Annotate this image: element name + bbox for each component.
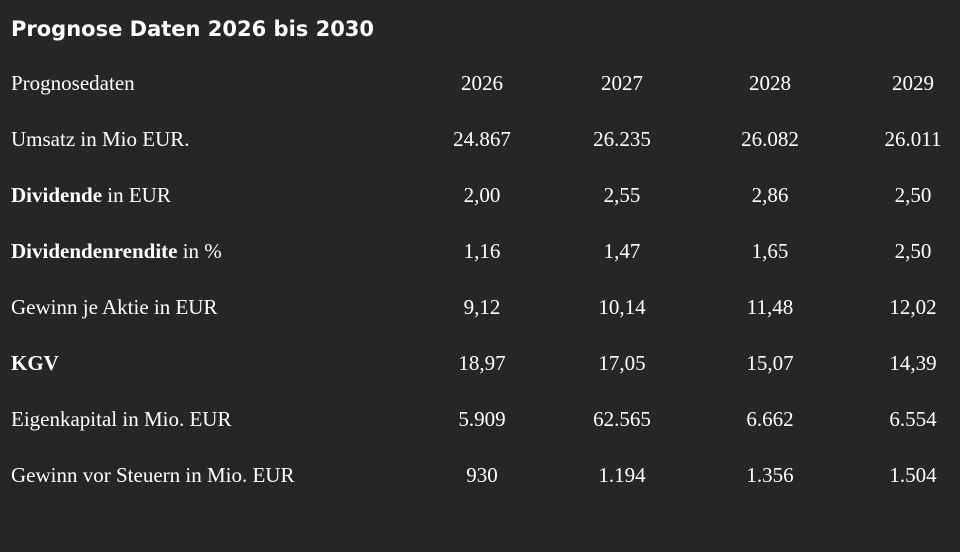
table-cell: 11,48 bbox=[746, 295, 794, 319]
table-cell: 18,97 bbox=[458, 351, 506, 375]
page-title: Prognose Daten 2026 bis 2030 bbox=[11, 17, 375, 41]
table-cell: 24.867 bbox=[453, 127, 511, 151]
row-label-bold: Dividendenrendite bbox=[11, 239, 178, 263]
table-cell: 15,07 bbox=[746, 351, 794, 375]
row-label: Gewinn je Aktie in EUR bbox=[11, 279, 217, 335]
table-cell: 10,14 bbox=[598, 295, 646, 319]
row-label: Dividende in EUR bbox=[11, 167, 171, 223]
table-row-kgv: KGV 18,97 17,05 15,07 14,39 bbox=[0, 335, 960, 391]
table-cell: 930 bbox=[466, 463, 498, 487]
table-cell: 12,02 bbox=[889, 295, 937, 319]
table-cell: 6.662 bbox=[746, 407, 794, 431]
row-label: Eigenkapital in Mio. EUR bbox=[11, 391, 231, 447]
table-row-gewinn-je-aktie: Gewinn je Aktie in EUR 9,12 10,14 11,48 … bbox=[0, 279, 960, 335]
table-cell: 17,05 bbox=[598, 351, 646, 375]
row-label-bold: KGV bbox=[11, 351, 59, 375]
table-row-dividendenrendite: Dividendenrendite in % 1,16 1,47 1,65 2,… bbox=[0, 223, 960, 279]
table-cell: 2,50 bbox=[894, 183, 932, 207]
table-cell: 2,86 bbox=[751, 183, 789, 207]
table-row-umsatz: Umsatz in Mio EUR. 24.867 26.235 26.082 … bbox=[0, 111, 960, 167]
header-year: 2028 bbox=[749, 71, 791, 95]
header-label: Prognosedaten bbox=[11, 71, 135, 95]
row-label: Dividendenrendite in % bbox=[11, 223, 222, 279]
row-label: Gewinn vor Steuern in Mio. EUR bbox=[11, 447, 294, 503]
header-year: 2029 bbox=[892, 71, 934, 95]
table-cell: 62.565 bbox=[593, 407, 651, 431]
table-header-row: Prognosedaten 2026 2027 2028 2029 bbox=[0, 55, 960, 111]
table-cell: 1,47 bbox=[603, 239, 641, 263]
row-label-text: Gewinn je Aktie in EUR bbox=[11, 295, 218, 319]
table-cell: 9,12 bbox=[463, 295, 501, 319]
row-label-text: in % bbox=[177, 239, 222, 263]
table-cell: 1.504 bbox=[889, 463, 937, 487]
table-row-gewinn-vor-steuern: Gewinn vor Steuern in Mio. EUR 930 1.194… bbox=[0, 447, 960, 503]
table-row-dividende: Dividende in EUR 2,00 2,55 2,86 2,50 bbox=[0, 167, 960, 223]
row-label-text: Gewinn vor Steuern in Mio. EUR bbox=[11, 463, 295, 487]
row-label: KGV bbox=[11, 335, 59, 391]
table-cell: 1,65 bbox=[751, 239, 789, 263]
row-label: Umsatz in Mio EUR. bbox=[11, 111, 190, 167]
table-cell: 1.194 bbox=[598, 463, 646, 487]
row-label-text: Umsatz in Mio EUR. bbox=[11, 127, 190, 151]
row-label-text: Eigenkapital in Mio. EUR bbox=[11, 407, 232, 431]
row-label-text: in EUR bbox=[102, 183, 171, 207]
table-cell: 1,16 bbox=[463, 239, 501, 263]
header-year: 2026 bbox=[461, 71, 503, 95]
table-cell: 26.011 bbox=[884, 127, 942, 151]
table-cell: 6.554 bbox=[889, 407, 937, 431]
table-cell: 14,39 bbox=[889, 351, 937, 375]
table-cell: 26.235 bbox=[593, 127, 651, 151]
table-cell: 26.082 bbox=[741, 127, 799, 151]
row-label-bold: Dividende bbox=[11, 183, 103, 207]
header-year: 2027 bbox=[601, 71, 643, 95]
table-cell: 2,00 bbox=[463, 183, 501, 207]
table-cell: 1.356 bbox=[746, 463, 794, 487]
table-cell: 2,55 bbox=[603, 183, 641, 207]
table-cell: 5.909 bbox=[458, 407, 506, 431]
table-row-eigenkapital: Eigenkapital in Mio. EUR 5.909 62.565 6.… bbox=[0, 391, 960, 447]
table-cell: 2,50 bbox=[894, 239, 932, 263]
